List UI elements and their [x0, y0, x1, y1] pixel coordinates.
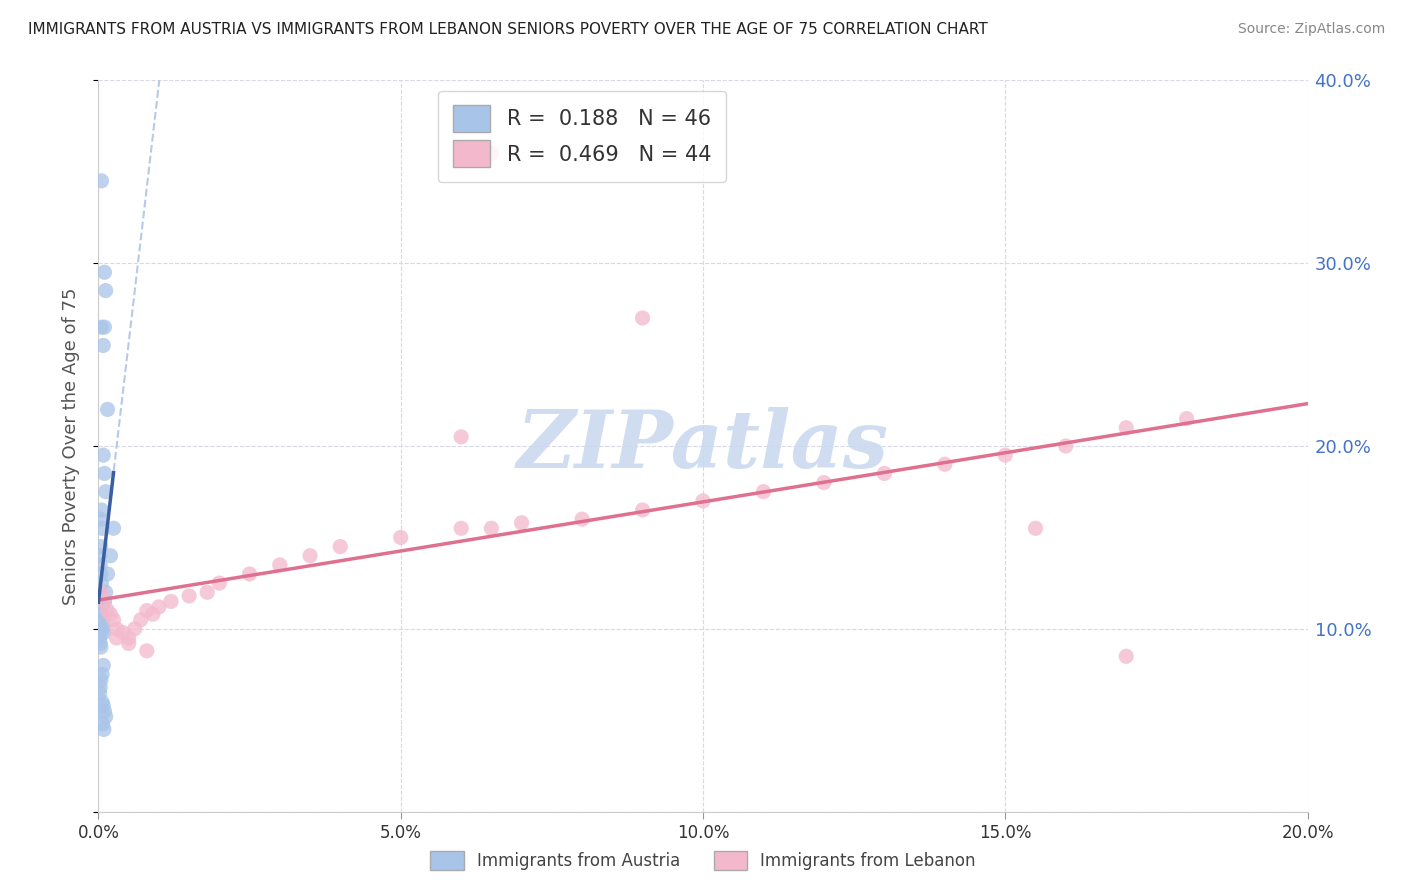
Point: [118, 631, 141, 645]
Point: [124, 622, 146, 636]
Point: [89, 636, 111, 650]
Point: [994, 448, 1017, 462]
Point: [89, 585, 111, 599]
Point: [1115, 421, 1137, 435]
Point: [93, 594, 115, 608]
Point: [91, 613, 114, 627]
Point: [160, 594, 183, 608]
Point: [90, 567, 112, 582]
Point: [91, 717, 114, 731]
Point: [329, 540, 352, 554]
Point: [91, 448, 114, 462]
Point: [90, 603, 112, 617]
Point: [100, 607, 122, 622]
Point: [89, 512, 111, 526]
Point: [1024, 521, 1046, 535]
Point: [90, 174, 112, 188]
Point: [94, 585, 117, 599]
Point: [752, 484, 775, 499]
Point: [94, 484, 117, 499]
Point: [91, 695, 114, 709]
Point: [450, 430, 472, 444]
Point: [93, 625, 115, 640]
Text: IMMIGRANTS FROM AUSTRIA VS IMMIGRANTS FROM LEBANON SENIORS POVERTY OVER THE AGE : IMMIGRANTS FROM AUSTRIA VS IMMIGRANTS FR…: [28, 22, 988, 37]
Point: [142, 607, 165, 622]
Point: [89, 681, 111, 695]
Point: [93, 594, 115, 608]
Point: [89, 686, 111, 700]
Point: [239, 567, 262, 582]
Point: [179, 589, 201, 603]
Point: [934, 457, 956, 471]
Point: [195, 585, 218, 599]
Point: [93, 704, 115, 718]
Point: [510, 516, 533, 530]
Point: [89, 558, 111, 572]
Point: [93, 320, 115, 334]
Point: [299, 549, 322, 563]
Point: [571, 512, 593, 526]
Point: [94, 709, 117, 723]
Point: [91, 622, 114, 636]
Legend: Immigrants from Austria, Immigrants from Lebanon: Immigrants from Austria, Immigrants from…: [423, 844, 983, 877]
Point: [91, 338, 114, 352]
Point: [91, 618, 114, 632]
Point: [450, 521, 472, 535]
Point: [89, 631, 111, 645]
Point: [269, 558, 291, 572]
Point: [118, 636, 141, 650]
Point: [481, 146, 503, 161]
Point: [692, 494, 714, 508]
Point: [481, 521, 503, 535]
Point: [93, 467, 115, 481]
Point: [1175, 411, 1198, 425]
Point: [89, 549, 111, 563]
Point: [93, 265, 115, 279]
Point: [1115, 649, 1137, 664]
Point: [135, 644, 157, 658]
Point: [873, 467, 896, 481]
Point: [631, 503, 654, 517]
Point: [91, 521, 114, 535]
Point: [100, 549, 122, 563]
Point: [90, 673, 112, 687]
Point: [91, 698, 114, 713]
Point: [389, 530, 412, 544]
Point: [96, 603, 118, 617]
Point: [90, 576, 112, 591]
Point: [96, 567, 118, 582]
Point: [90, 585, 112, 599]
Point: [631, 310, 654, 325]
Point: [90, 607, 112, 622]
Point: [129, 613, 152, 627]
Point: [208, 576, 231, 591]
Text: ZIPatlas: ZIPatlas: [517, 408, 889, 484]
Point: [105, 631, 128, 645]
Point: [96, 402, 118, 417]
Point: [90, 540, 112, 554]
Point: [87, 594, 110, 608]
Point: [90, 320, 112, 334]
Point: [90, 640, 112, 655]
Point: [813, 475, 835, 490]
Point: [94, 284, 117, 298]
Point: [111, 625, 134, 640]
Point: [135, 603, 157, 617]
Point: [148, 599, 170, 614]
Point: [103, 613, 125, 627]
Point: [89, 594, 111, 608]
Point: [93, 723, 115, 737]
Point: [1054, 439, 1077, 453]
Point: [91, 667, 114, 681]
Point: [91, 658, 114, 673]
Point: [90, 503, 112, 517]
Text: Source: ZipAtlas.com: Source: ZipAtlas.com: [1237, 22, 1385, 37]
Point: [103, 521, 125, 535]
Y-axis label: Seniors Poverty Over the Age of 75: Seniors Poverty Over the Age of 75: [62, 287, 80, 605]
Point: [105, 622, 128, 636]
